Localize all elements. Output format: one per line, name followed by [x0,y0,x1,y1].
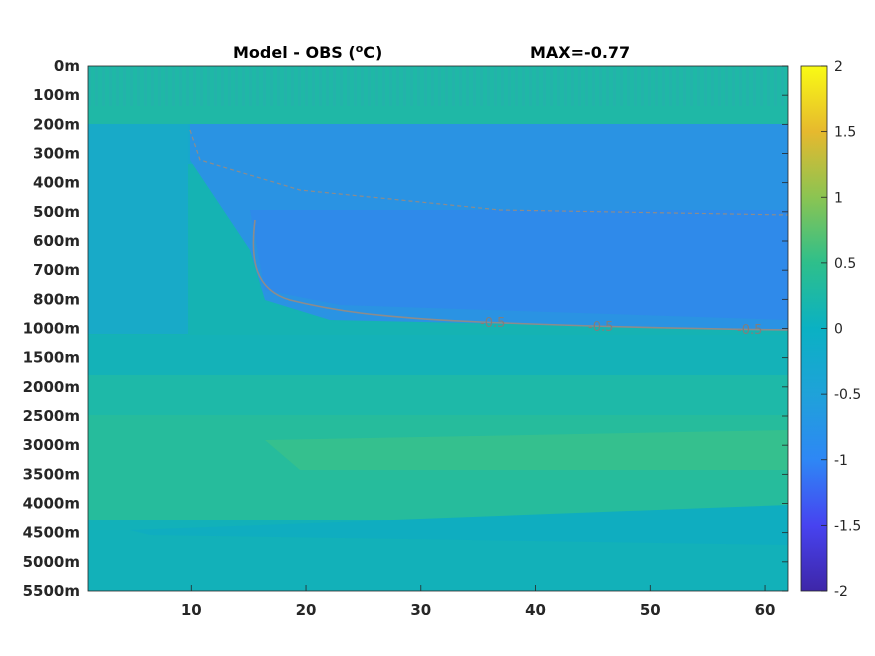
y-axis: 0m 100m 200m 300m 400m 500m 600m 700m 800m 1000m 1… [23,57,788,600]
heatmap-band-1000m [88,335,788,375]
x-tick-label: 40 [525,601,546,619]
contour-line-upper [189,129,789,216]
heatmap-band-4500m [130,505,788,545]
y-tick-label: 5000m [23,553,80,571]
y-tick-label: 100m [33,86,80,104]
x-axis: 10 20 30 40 50 60 [181,585,776,619]
y-tick-label: 4000m [23,495,80,513]
y-tick-label: 400m [33,174,80,192]
y-tick-label: 700m [33,261,80,279]
y-tick-label: 2000m [23,378,80,396]
heatmap-band-2000m [88,375,788,415]
x-tick-label: 60 [755,601,776,619]
y-tick-label: 500m [33,203,80,221]
colorbar-axis: 2 1.5 1 0.5 0 -0.5 -1 -1.5 -2 [821,59,861,600]
heatmap-field [88,66,788,591]
colorbar-tick-label: 0.5 [834,256,856,272]
contour-label: -0.5 [480,316,505,331]
colorbar-tick-label: -0.5 [834,387,861,403]
x-tick-label: 30 [410,601,431,619]
y-tick-label: 4500m [23,524,80,542]
contour-line-1000m [252,219,789,331]
heatmap-band-left [88,124,188,334]
colorbar-tick-label: 0 [834,322,843,338]
contour-label: -0.5 [737,323,762,338]
y-tick-label: 800m [33,290,80,308]
x-tick-label: 20 [296,601,317,619]
colorbar-tick-label: 1.5 [834,125,856,141]
heatmap-band-3000m-warm [265,430,788,470]
y-tick-label: 2500m [23,407,80,425]
y-tick-label: 3500m [23,465,80,483]
colorbar-tick-label: -1.5 [834,518,861,534]
colorbar-tick-label: 2 [834,59,843,75]
colorbar-tick-label: -2 [834,584,848,600]
chart-max-label: MAX=-0.77 [530,43,630,62]
colorbar-tick-label: -1 [834,453,848,469]
contour-label: -0.5 [588,320,613,335]
x-tick-label: 50 [640,601,661,619]
y-tick-label: 0m [54,57,80,75]
y-tick-label: 1500m [23,349,80,367]
y-tick-label: 5500m [23,582,80,600]
y-tick-label: 3000m [23,436,80,454]
y-tick-label: 1000m [23,320,80,338]
colorbar-tick-label: 1 [834,190,843,206]
chart-title: Model - OBS (oC) [233,42,382,62]
x-tick-label: 10 [181,601,202,619]
heatmap-streaks [88,66,788,106]
heatmap-band-core [250,210,788,320]
y-tick-label: 600m [33,232,80,250]
y-tick-label: 200m [33,115,80,133]
y-tick-label: 300m [33,145,80,163]
